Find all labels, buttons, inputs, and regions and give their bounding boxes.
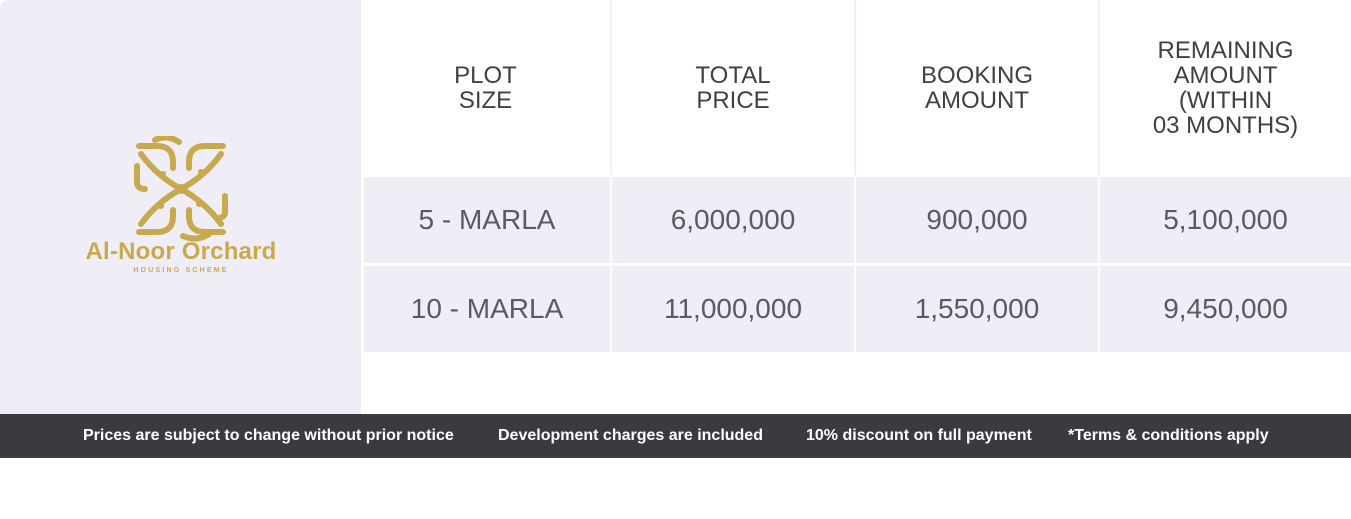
header-booking-amount: BOOKING AMOUNT: [920, 61, 1034, 114]
header-total-price: TOTAL PRICE: [695, 61, 771, 114]
brand-name: Al-Noor Orchard: [85, 238, 277, 265]
column-divider: [610, 0, 612, 175]
table-cell: 900,000: [856, 177, 1098, 263]
table-cell: 1,550,000: [856, 266, 1098, 352]
price-table: PLOT SIZE TOTAL PRICE BOOKING AMOUNT REMAIN…: [361, 0, 1351, 414]
column-divider: [1098, 0, 1100, 175]
table-cell: 11,000,000: [612, 266, 854, 352]
header-plot-size: PLOT SIZE: [454, 61, 517, 114]
column-divider: [854, 0, 856, 175]
logo-panel: Al-Noor Orchard HOUSING SCHEME: [0, 0, 361, 414]
table-cell: 6,000,000: [612, 177, 854, 263]
header-remaining-amount: REMAINING AMOUNT (WITHIN 03 MONTHS): [1152, 36, 1299, 139]
brand-subtitle: HOUSING SCHEME: [133, 267, 229, 274]
table-cell: 10 - MARLA: [364, 266, 610, 352]
table-cell: 5,100,000: [1100, 177, 1351, 263]
table-cell: 9,450,000: [1100, 266, 1351, 352]
calligraphy-logo-icon: [134, 136, 228, 242]
footer-note: Prices are subject to change without pri…: [83, 427, 454, 444]
footer-notes-bar: Prices are subject to change without pri…: [0, 414, 1351, 458]
table-cell: 5 - MARLA: [364, 177, 610, 263]
footer-note: *Terms & conditions apply: [1068, 427, 1269, 444]
footer-note: 10% discount on full payment: [806, 427, 1032, 444]
footer-note: Development charges are included: [498, 427, 763, 444]
